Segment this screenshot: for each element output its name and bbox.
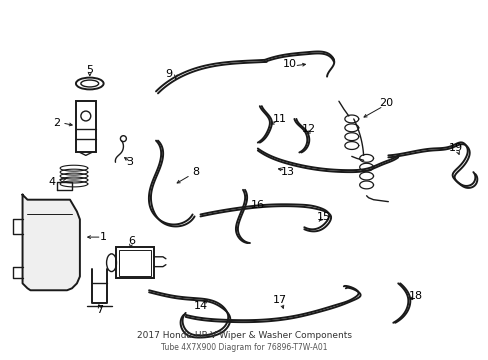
Text: 2: 2	[54, 118, 61, 128]
Text: 4: 4	[48, 177, 56, 187]
Text: 5: 5	[86, 65, 93, 75]
Text: 11: 11	[272, 114, 286, 124]
Text: 8: 8	[192, 167, 199, 177]
Text: 9: 9	[165, 69, 172, 79]
Text: 16: 16	[250, 199, 264, 210]
Text: 19: 19	[447, 144, 462, 153]
Text: 7: 7	[96, 305, 103, 315]
Text: 2017 Honda HR-V Wiper & Washer Components: 2017 Honda HR-V Wiper & Washer Component…	[137, 331, 351, 340]
Polygon shape	[22, 195, 80, 290]
Text: 20: 20	[379, 98, 393, 108]
Text: 12: 12	[302, 124, 316, 134]
Text: 17: 17	[272, 295, 286, 305]
Text: 15: 15	[316, 212, 330, 222]
Text: 6: 6	[127, 236, 135, 246]
Text: 13: 13	[280, 167, 294, 177]
Text: 1: 1	[100, 232, 107, 242]
Text: 14: 14	[193, 301, 207, 311]
Text: 18: 18	[408, 291, 422, 301]
Text: Tube 4X7X900 Diagram for 76896-T7W-A01: Tube 4X7X900 Diagram for 76896-T7W-A01	[161, 343, 327, 352]
Text: 10: 10	[282, 59, 296, 69]
Text: 3: 3	[125, 157, 133, 167]
